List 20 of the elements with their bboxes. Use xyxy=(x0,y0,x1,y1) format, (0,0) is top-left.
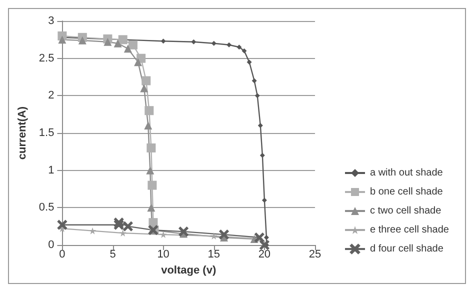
x-tick-label: 25 xyxy=(308,248,322,260)
y-tick-label: 0.5 xyxy=(38,202,54,214)
legend-label: c two cell shade xyxy=(370,206,442,216)
x-tick-label: 20 xyxy=(258,248,271,260)
y-tick-label: 1 xyxy=(48,164,54,176)
y-axis-title: current(A) xyxy=(16,106,28,160)
legend-label: e three cell shade xyxy=(370,224,450,236)
x-tick-label: 5 xyxy=(110,248,116,260)
y-tick-label: 3 xyxy=(48,15,54,27)
legend-label: d four cell shade xyxy=(370,244,444,254)
legend-label: a with out shade xyxy=(370,168,444,178)
y-tick-label: 0 xyxy=(48,239,54,251)
x-tick-label: 10 xyxy=(157,248,170,260)
y-tick-label: 2 xyxy=(48,90,54,102)
x-tick-label: 15 xyxy=(208,248,220,260)
x-axis-title: voltage (v) xyxy=(161,264,216,276)
y-tick-label: 2.5 xyxy=(38,52,54,64)
x-tick-label: 0 xyxy=(59,248,66,260)
legend-label: b one cell shade xyxy=(370,186,444,198)
y-tick-label: 1.5 xyxy=(38,127,54,139)
